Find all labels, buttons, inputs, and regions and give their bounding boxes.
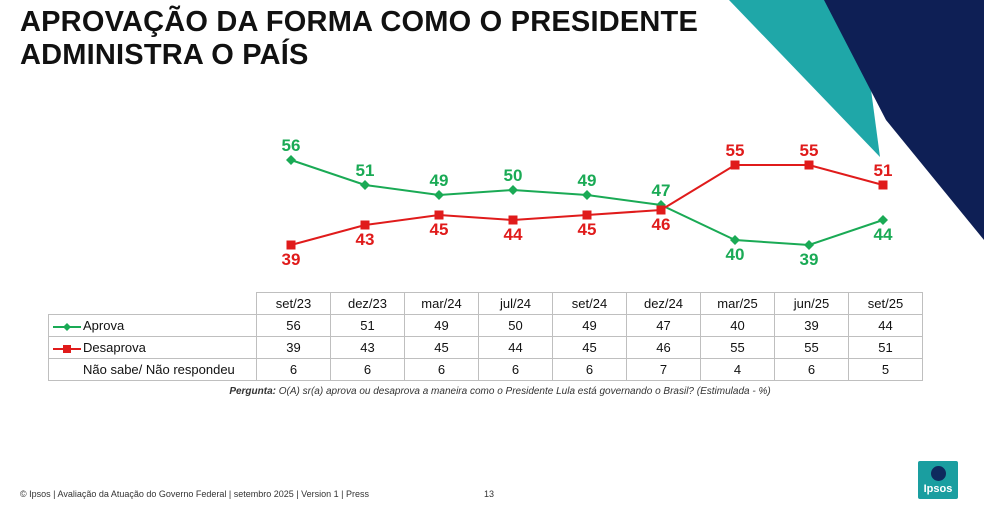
data-label-aprova: 49 bbox=[430, 171, 449, 190]
data-point-aprova bbox=[508, 185, 518, 195]
data-table: set/23 dez/23 mar/24 jul/24 set/24 dez/2… bbox=[48, 292, 923, 381]
data-point-desaprova bbox=[434, 210, 444, 220]
cell: 6 bbox=[552, 358, 627, 381]
data-label-desaprova: 45 bbox=[578, 220, 597, 239]
title-line-1: APROVAÇÃO DA FORMA COMO O PRESIDENTE bbox=[20, 6, 698, 38]
corner-decoration bbox=[729, 0, 984, 240]
cell: 39 bbox=[256, 336, 331, 359]
data-label-desaprova: 46 bbox=[652, 215, 671, 234]
logo-circle-icon bbox=[931, 466, 946, 481]
col-header: mar/25 bbox=[700, 292, 775, 315]
cell: 6 bbox=[256, 358, 331, 381]
cell: 6 bbox=[774, 358, 849, 381]
data-point-aprova bbox=[434, 190, 444, 200]
col-header: jun/25 bbox=[774, 292, 849, 315]
row-label-nao-sabe-text: Não sabe/ Não respondeu bbox=[83, 362, 235, 377]
data-label-desaprova: 39 bbox=[282, 250, 301, 269]
row-label-nao-sabe: Não sabe/ Não respondeu bbox=[48, 358, 257, 381]
col-header: dez/23 bbox=[330, 292, 405, 315]
data-point-aprova bbox=[656, 200, 666, 210]
data-point-desaprova bbox=[656, 205, 666, 215]
cell: 51 bbox=[848, 336, 923, 359]
cell: 6 bbox=[330, 358, 405, 381]
ipsos-logo: Ipsos bbox=[918, 461, 958, 499]
cell: 39 bbox=[774, 314, 849, 337]
cell: 6 bbox=[478, 358, 553, 381]
cell: 55 bbox=[700, 336, 775, 359]
title-line-2: ADMINISTRA O PAÍS bbox=[20, 39, 309, 71]
cell: 55 bbox=[774, 336, 849, 359]
data-point-desaprova bbox=[582, 210, 592, 220]
data-label-desaprova: 44 bbox=[504, 225, 523, 244]
data-label-aprova: 49 bbox=[578, 171, 597, 190]
row-label-desaprova-text: Desaprova bbox=[83, 340, 146, 355]
data-point-aprova bbox=[286, 155, 296, 165]
table-row-aprova: Aprova 56 51 49 50 49 47 40 39 44 bbox=[48, 314, 923, 337]
table-row-nao-sabe: Não sabe/ Não respondeu 6 6 6 6 6 7 4 6 … bbox=[48, 358, 923, 381]
data-point-aprova bbox=[360, 180, 370, 190]
col-header: dez/24 bbox=[626, 292, 701, 315]
question-text: O(A) sr(a) aprova ou desaprova a maneira… bbox=[275, 386, 771, 397]
cell: 45 bbox=[552, 336, 627, 359]
cell: 49 bbox=[552, 314, 627, 337]
cell: 7 bbox=[626, 358, 701, 381]
cell: 40 bbox=[700, 314, 775, 337]
data-label-aprova: 47 bbox=[652, 181, 671, 200]
data-label-aprova: 50 bbox=[504, 166, 523, 185]
cell: 44 bbox=[848, 314, 923, 337]
legend-desaprova-icon bbox=[53, 344, 81, 354]
data-point-desaprova bbox=[286, 240, 296, 250]
legend-aprova-icon bbox=[53, 322, 81, 332]
row-label-aprova: Aprova bbox=[48, 314, 257, 337]
data-point-desaprova bbox=[360, 220, 370, 230]
data-label-aprova: 56 bbox=[282, 136, 301, 155]
cell: 56 bbox=[256, 314, 331, 337]
data-label-aprova: 40 bbox=[726, 245, 745, 264]
cell: 49 bbox=[404, 314, 479, 337]
col-header: set/24 bbox=[552, 292, 627, 315]
data-label-aprova: 51 bbox=[356, 161, 375, 180]
footer-text: © Ipsos | Avaliação da Atuação do Govern… bbox=[20, 489, 370, 499]
row-label-aprova-text: Aprova bbox=[83, 318, 125, 333]
data-label-aprova: 39 bbox=[800, 250, 819, 269]
col-header: jul/24 bbox=[478, 292, 553, 315]
logo-text: Ipsos bbox=[923, 483, 953, 495]
table-header-row: set/23 dez/23 mar/24 jul/24 set/24 dez/2… bbox=[49, 292, 923, 315]
question-note: Pergunta: O(A) sr(a) aprova ou desaprova… bbox=[220, 386, 780, 397]
cell: 50 bbox=[478, 314, 553, 337]
cell: 6 bbox=[404, 358, 479, 381]
question-label: Pergunta: bbox=[229, 386, 276, 397]
data-point-aprova bbox=[804, 240, 814, 250]
page-title: APROVAÇÃO DA FORMA COMO O PRESIDENTE ADM… bbox=[20, 6, 720, 72]
legend-spacer bbox=[53, 366, 81, 376]
cell: 51 bbox=[330, 314, 405, 337]
cell: 44 bbox=[478, 336, 553, 359]
col-header: mar/24 bbox=[404, 292, 479, 315]
data-label-desaprova: 43 bbox=[356, 230, 375, 249]
cell: 4 bbox=[700, 358, 775, 381]
row-label-desaprova: Desaprova bbox=[48, 336, 257, 359]
cell: 46 bbox=[626, 336, 701, 359]
data-label-desaprova: 45 bbox=[430, 220, 449, 239]
cell: 47 bbox=[626, 314, 701, 337]
teal-stripe bbox=[729, 0, 880, 157]
col-header: set/23 bbox=[256, 292, 331, 315]
page-number: 13 bbox=[484, 489, 495, 499]
cell: 45 bbox=[404, 336, 479, 359]
cell: 5 bbox=[848, 358, 923, 381]
navy-stripe bbox=[824, 0, 984, 240]
data-point-desaprova bbox=[508, 215, 518, 225]
col-header: set/25 bbox=[848, 292, 923, 315]
table-row-desaprova: Desaprova 39 43 45 44 45 46 55 55 51 bbox=[48, 336, 923, 359]
table-corner bbox=[49, 293, 257, 315]
cell: 43 bbox=[330, 336, 405, 359]
data-point-aprova bbox=[582, 190, 592, 200]
